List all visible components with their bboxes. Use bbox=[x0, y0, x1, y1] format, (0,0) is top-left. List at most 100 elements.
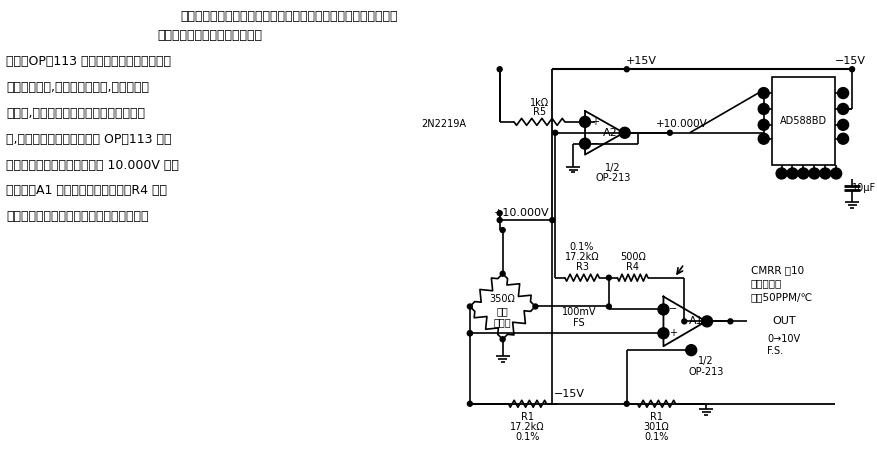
Text: 分辨率,允许称重传感器工作在小的输出范: 分辨率,允许称重传感器工作在小的输出范 bbox=[6, 107, 146, 120]
Circle shape bbox=[759, 119, 769, 130]
Text: R1: R1 bbox=[521, 411, 534, 422]
Circle shape bbox=[606, 304, 611, 309]
Text: 9: 9 bbox=[761, 136, 766, 142]
Text: 0.1%: 0.1% bbox=[570, 242, 595, 252]
Text: 5: 5 bbox=[661, 329, 666, 338]
Circle shape bbox=[658, 304, 669, 315]
Circle shape bbox=[838, 88, 849, 99]
Text: 100mV: 100mV bbox=[562, 308, 596, 318]
Text: 小于50PPM/℃: 小于50PPM/℃ bbox=[751, 292, 813, 302]
Text: −: − bbox=[591, 139, 599, 149]
Text: 7: 7 bbox=[834, 171, 838, 176]
Text: 17.2kΩ: 17.2kΩ bbox=[510, 421, 545, 432]
Text: OUT: OUT bbox=[772, 316, 795, 327]
Bar bbox=[772, 77, 835, 164]
Text: R3: R3 bbox=[575, 262, 588, 272]
Circle shape bbox=[500, 228, 505, 233]
Circle shape bbox=[500, 271, 505, 276]
Circle shape bbox=[759, 88, 769, 99]
Text: 6: 6 bbox=[790, 171, 795, 176]
Text: 围,因此减小了非线性。图中 OP－113 系列: 围,因此减小了非线性。图中 OP－113 系列 bbox=[6, 133, 172, 146]
Text: R1: R1 bbox=[650, 411, 663, 422]
Circle shape bbox=[820, 168, 831, 179]
Circle shape bbox=[850, 67, 854, 72]
Text: 3: 3 bbox=[582, 118, 588, 127]
Circle shape bbox=[619, 128, 631, 138]
Circle shape bbox=[497, 218, 503, 223]
Text: 7: 7 bbox=[704, 317, 709, 326]
Text: CMRR 调10: CMRR 调10 bbox=[751, 265, 804, 275]
Text: 4: 4 bbox=[780, 171, 783, 176]
Text: A1: A1 bbox=[689, 316, 703, 327]
Text: −15V: −15V bbox=[835, 56, 866, 66]
Circle shape bbox=[838, 133, 849, 144]
Text: 500Ω: 500Ω bbox=[620, 252, 645, 262]
Circle shape bbox=[550, 218, 555, 223]
Text: 3: 3 bbox=[824, 171, 827, 176]
Text: 用途：用于应变传感器、温度传感器、小型仪器和工业控制电路。: 用途：用于应变传感器、温度传感器、小型仪器和工业控制电路。 bbox=[181, 10, 398, 23]
Text: 0.1%: 0.1% bbox=[516, 431, 539, 441]
Text: 心抄头滑至端头时具有最大的共模抑制比。: 心抄头滑至端头时具有最大的共模抑制比。 bbox=[6, 210, 149, 223]
Circle shape bbox=[759, 103, 769, 114]
Text: 感器桥放大器,放大器的噪声低,能提高信号: 感器桥放大器,放大器的噪声低,能提高信号 bbox=[6, 81, 149, 94]
Circle shape bbox=[658, 328, 669, 339]
Text: −15V: −15V bbox=[553, 389, 585, 399]
Text: 12: 12 bbox=[810, 171, 818, 176]
Text: OP-213: OP-213 bbox=[595, 173, 631, 183]
Text: 6: 6 bbox=[841, 106, 845, 112]
Text: 0.1%: 0.1% bbox=[645, 431, 668, 441]
Circle shape bbox=[667, 130, 673, 135]
Circle shape bbox=[606, 275, 611, 280]
Text: 5: 5 bbox=[841, 90, 845, 96]
Circle shape bbox=[728, 319, 733, 324]
Text: 17.2kΩ: 17.2kΩ bbox=[565, 252, 599, 262]
Text: +15V: +15V bbox=[626, 56, 657, 66]
Circle shape bbox=[467, 304, 473, 309]
Text: FS: FS bbox=[574, 319, 585, 328]
Text: 10μF: 10μF bbox=[852, 183, 876, 193]
Circle shape bbox=[787, 168, 798, 179]
Circle shape bbox=[702, 316, 712, 327]
Text: 1/2: 1/2 bbox=[605, 163, 621, 173]
Text: 电路为精密型工业称重量程放大: 电路为精密型工业称重量程放大 bbox=[157, 29, 262, 42]
Text: +: + bbox=[591, 117, 599, 127]
Text: 301Ω: 301Ω bbox=[644, 421, 669, 432]
Text: 2: 2 bbox=[623, 128, 627, 137]
Text: 囧温度系数: 囧温度系数 bbox=[751, 279, 782, 289]
Circle shape bbox=[467, 401, 473, 406]
Text: 励电压。A1 放大器提供差动增益。R4 的中: 励电压。A1 放大器提供差动增益。R4 的中 bbox=[6, 184, 168, 197]
Circle shape bbox=[553, 130, 558, 135]
Text: 3: 3 bbox=[761, 122, 766, 128]
Circle shape bbox=[467, 331, 473, 336]
Text: 4: 4 bbox=[688, 346, 694, 355]
Circle shape bbox=[624, 67, 629, 72]
Text: 1: 1 bbox=[582, 139, 588, 148]
Circle shape bbox=[776, 168, 787, 179]
Circle shape bbox=[838, 119, 849, 130]
Text: F.S.: F.S. bbox=[767, 346, 783, 356]
Circle shape bbox=[809, 168, 820, 179]
Circle shape bbox=[533, 304, 538, 309]
Text: 10: 10 bbox=[838, 136, 847, 142]
Circle shape bbox=[831, 168, 842, 179]
Text: 11: 11 bbox=[800, 171, 808, 176]
Circle shape bbox=[580, 117, 590, 128]
Circle shape bbox=[467, 331, 473, 336]
Circle shape bbox=[838, 103, 849, 114]
Text: 2N2219A: 2N2219A bbox=[421, 119, 466, 129]
Text: 8: 8 bbox=[841, 122, 845, 128]
Text: +10.000V: +10.000V bbox=[656, 119, 708, 129]
Circle shape bbox=[624, 401, 629, 406]
Text: 电路。OP－113 系列的一半用于调节称重传: 电路。OP－113 系列的一半用于调节称重传 bbox=[6, 55, 171, 68]
Circle shape bbox=[580, 138, 590, 149]
Text: 1/2: 1/2 bbox=[698, 356, 714, 366]
Text: 10: 10 bbox=[759, 106, 768, 112]
Text: A2: A2 bbox=[602, 128, 617, 138]
Circle shape bbox=[681, 319, 687, 324]
Text: 1kΩ: 1kΩ bbox=[530, 98, 549, 108]
Text: AD588BD: AD588BD bbox=[780, 116, 827, 126]
Text: R5: R5 bbox=[533, 107, 546, 117]
Text: 传感器: 传感器 bbox=[494, 318, 511, 328]
Circle shape bbox=[500, 337, 505, 342]
Circle shape bbox=[798, 168, 809, 179]
